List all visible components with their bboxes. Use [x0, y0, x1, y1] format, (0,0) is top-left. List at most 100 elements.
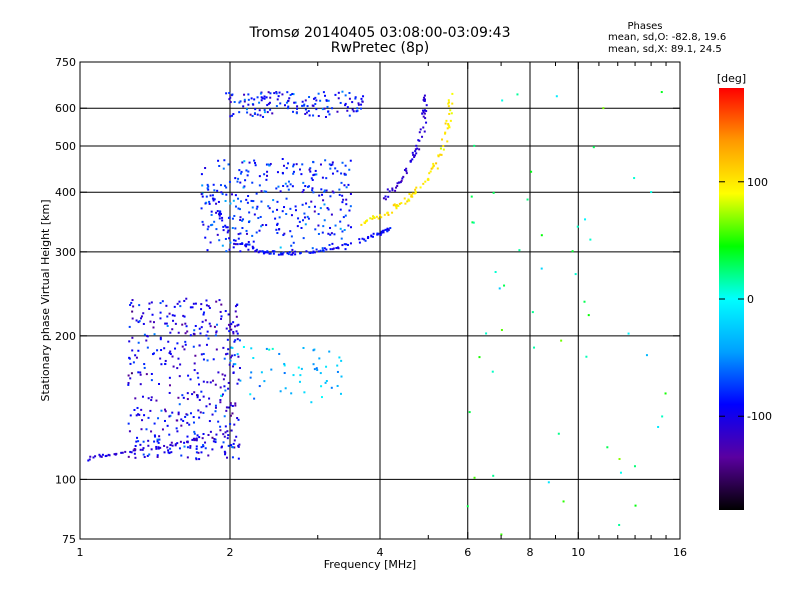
data-point — [224, 184, 227, 187]
data-point — [302, 189, 305, 192]
data-point — [239, 181, 242, 184]
data-point — [285, 213, 288, 216]
data-point — [312, 250, 315, 253]
data-point — [161, 300, 164, 303]
data-point — [196, 394, 199, 397]
data-point — [215, 330, 218, 333]
data-point — [365, 220, 368, 223]
data-point — [312, 174, 315, 177]
data-point — [229, 115, 232, 118]
data-point — [285, 197, 288, 200]
data-point — [192, 437, 195, 440]
data-point — [269, 92, 272, 95]
data-point — [292, 170, 295, 173]
data-point — [260, 91, 263, 94]
data-point — [397, 204, 400, 207]
data-point — [305, 250, 308, 253]
data-point — [135, 356, 138, 359]
data-point — [183, 315, 186, 318]
data-point — [328, 113, 331, 116]
data-point — [168, 391, 171, 394]
data-point — [337, 91, 340, 94]
data-point — [224, 237, 227, 240]
data-point — [224, 431, 227, 434]
data-point — [138, 413, 141, 416]
data-point — [211, 194, 214, 197]
data-point — [325, 189, 328, 192]
data-point — [423, 98, 426, 101]
data-point — [208, 306, 211, 309]
x-axis-label: Frequency [MHz] — [324, 558, 416, 571]
data-point — [279, 390, 282, 393]
data-point — [341, 161, 344, 164]
data-point — [130, 451, 133, 454]
data-point — [206, 183, 209, 186]
data-point — [128, 357, 131, 360]
data-point — [310, 401, 313, 404]
data-point — [322, 225, 325, 228]
data-point — [298, 168, 301, 171]
data-point — [292, 93, 295, 96]
data-point — [447, 122, 450, 125]
data-point — [140, 315, 143, 318]
data-point — [288, 251, 291, 254]
data-point — [331, 248, 334, 251]
data-point — [386, 228, 389, 231]
data-point — [247, 221, 250, 224]
data-points — [87, 90, 667, 536]
data-point — [168, 376, 171, 379]
data-point — [375, 215, 378, 218]
data-point — [337, 247, 340, 250]
data-point — [262, 252, 265, 255]
data-point — [269, 96, 272, 99]
data-point — [235, 330, 238, 333]
data-point — [225, 406, 228, 409]
data-point — [321, 193, 324, 196]
data-point — [246, 174, 249, 177]
data-point — [148, 307, 151, 310]
data-point — [218, 217, 221, 220]
data-point — [275, 105, 278, 108]
data-point — [208, 322, 211, 325]
data-point — [242, 105, 245, 108]
data-point — [313, 368, 316, 371]
data-point — [229, 325, 232, 328]
data-point — [585, 355, 588, 358]
data-point — [362, 95, 365, 98]
data-point — [184, 340, 187, 343]
data-point — [271, 347, 274, 350]
data-point — [205, 334, 208, 337]
data-point — [349, 242, 352, 245]
data-point — [384, 198, 387, 201]
data-point — [417, 139, 420, 142]
data-point — [303, 103, 306, 106]
data-point — [340, 172, 343, 175]
data-point — [236, 332, 239, 335]
data-point — [239, 243, 242, 246]
data-point — [540, 267, 543, 270]
data-point — [265, 224, 268, 227]
data-point — [193, 430, 196, 433]
data-point — [210, 210, 213, 213]
x-tick-label: 16 — [673, 546, 687, 559]
data-point — [258, 184, 261, 187]
data-point — [415, 186, 418, 189]
data-point — [389, 227, 392, 230]
data-point — [341, 90, 344, 93]
data-point — [386, 211, 389, 214]
data-point — [272, 252, 275, 255]
data-point — [193, 439, 196, 442]
data-point — [354, 97, 357, 100]
data-point — [214, 406, 217, 409]
data-point — [205, 405, 208, 408]
data-point — [410, 195, 413, 198]
data-point — [137, 440, 140, 443]
data-point — [311, 251, 314, 254]
data-point — [219, 401, 222, 404]
data-point — [156, 440, 159, 443]
data-point — [205, 195, 208, 198]
y-tick-label: 300 — [55, 246, 76, 259]
data-point — [423, 112, 426, 115]
data-point — [516, 93, 519, 96]
data-point — [294, 250, 297, 253]
